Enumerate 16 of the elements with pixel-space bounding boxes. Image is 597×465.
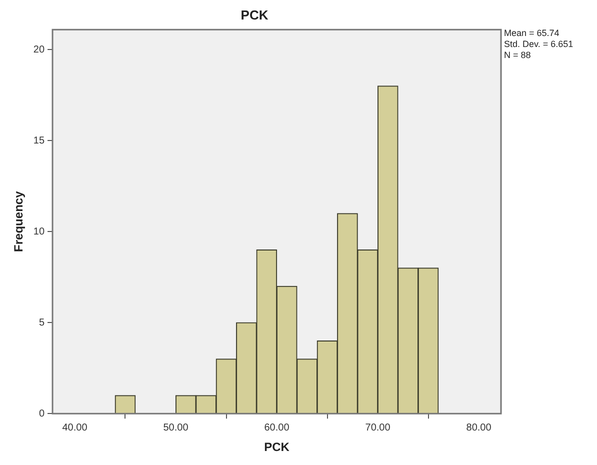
y-axis-title: Frequency <box>12 190 26 252</box>
chart-title: PCK <box>240 7 269 22</box>
x-tick-label: 80.00 <box>466 422 492 434</box>
text: Mean = 65.74 <box>504 28 560 39</box>
text: Std. Dev. = 6.651 <box>504 39 574 50</box>
x-tick-label: 40.00 <box>62 422 88 434</box>
y-tick-label: 15 <box>33 135 45 146</box>
y-tick-label: 20 <box>33 44 45 56</box>
y-tick-label: 0 <box>38 408 45 420</box>
text: N = 88 <box>504 50 532 61</box>
x-axis-title: PCK <box>264 440 290 454</box>
y-tick-label: 5 <box>38 317 45 328</box>
x-tick-label: 50.00 <box>163 422 189 434</box>
x-tick-label: 60.00 <box>264 422 290 434</box>
y-tick-label: 10 <box>33 226 45 238</box>
x-tick-label: 70.00 <box>365 422 391 434</box>
